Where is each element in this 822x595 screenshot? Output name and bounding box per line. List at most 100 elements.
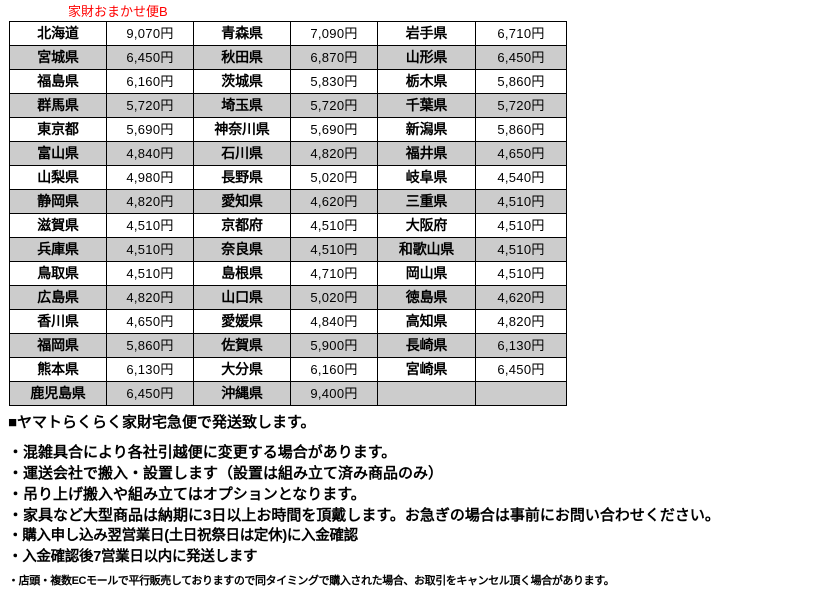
table-row: 鹿児島県 6,450円 沖縄県 9,400円 <box>9 381 567 406</box>
price-cell: 5,720円 <box>475 93 567 118</box>
note-line: ・購入申し込み翌営業日(土日祝祭日は定休)に入金確認 <box>8 528 358 544</box>
shipping-fee-table: 北海道 9,070円 青森県 7,090円 岩手県 6,710円 宮城県 6,450円 秋田県 6… <box>9 21 567 406</box>
price-cell: 4,710円 <box>290 261 378 286</box>
prefecture-cell: 三重県 <box>377 189 476 214</box>
prefecture-cell: 大分県 <box>193 357 291 382</box>
page-title: 家財おまかせ便B <box>68 4 168 19</box>
price-cell: 5,860円 <box>475 69 567 94</box>
prefecture-cell: 岡山県 <box>377 261 476 286</box>
note-line: ・家具など大型商品は納期に3日以上お時間を頂戴します。お急ぎの場合は事前にお問い… <box>8 507 720 524</box>
price-cell: 4,650円 <box>106 309 194 334</box>
prefecture-cell: 石川県 <box>193 141 291 166</box>
price-cell: 5,020円 <box>290 285 378 310</box>
notes-heading: ■ヤマトらくらく家財宅急便で発送致します。 <box>8 414 316 431</box>
prefecture-cell: 奈良県 <box>193 237 291 262</box>
prefecture-cell: 静岡県 <box>9 189 107 214</box>
prefecture-cell: 東京都 <box>9 117 107 142</box>
prefecture-cell: 長野県 <box>193 165 291 190</box>
prefecture-cell: 秋田県 <box>193 45 291 70</box>
price-cell: 6,160円 <box>290 357 378 382</box>
price-cell: 6,450円 <box>475 357 567 382</box>
prefecture-cell: 福島県 <box>9 69 107 94</box>
prefecture-cell: 富山県 <box>9 141 107 166</box>
price-cell: 6,450円 <box>106 381 194 406</box>
prefecture-cell: 佐賀県 <box>193 333 291 358</box>
note-line: ・入金確認後7営業日以内に発送します <box>8 549 258 565</box>
prefecture-cell: 青森県 <box>193 21 291 46</box>
note-line: ・運送会社で搬入・設置します（設置は組み立て済み商品のみ） <box>8 465 444 482</box>
prefecture-cell: 宮崎県 <box>377 357 476 382</box>
price-cell: 4,510円 <box>475 261 567 286</box>
price-cell: 7,090円 <box>290 21 378 46</box>
price-cell: 4,840円 <box>106 141 194 166</box>
prefecture-cell: 北海道 <box>9 21 107 46</box>
price-cell: 4,840円 <box>290 309 378 334</box>
prefecture-cell: 広島県 <box>9 285 107 310</box>
prefecture-cell: 新潟県 <box>377 117 476 142</box>
price-cell: 4,820円 <box>106 285 194 310</box>
price-cell: 4,510円 <box>106 237 194 262</box>
price-cell: 4,510円 <box>290 237 378 262</box>
prefecture-cell: 千葉県 <box>377 93 476 118</box>
price-cell: 4,820円 <box>106 189 194 214</box>
price-cell: 4,540円 <box>475 165 567 190</box>
prefecture-cell: 山形県 <box>377 45 476 70</box>
prefecture-cell: 沖縄県 <box>193 381 291 406</box>
table-row: 広島県 4,820円 山口県 5,020円 徳島県 4,620円 <box>9 285 567 310</box>
table-row: 香川県 4,650円 愛媛県 4,840円 高知県 4,820円 <box>9 309 567 334</box>
price-cell: 6,450円 <box>475 45 567 70</box>
price-cell: 4,650円 <box>475 141 567 166</box>
notes-section: ■ヤマトらくらく家財宅急便で発送致します。 ・混雑具合により各社引越便に変更する… <box>8 412 814 590</box>
prefecture-cell: 兵庫県 <box>9 237 107 262</box>
prefecture-cell: 埼玉県 <box>193 93 291 118</box>
price-cell: 5,860円 <box>106 333 194 358</box>
price-cell: 4,820円 <box>290 141 378 166</box>
price-cell: 5,830円 <box>290 69 378 94</box>
price-cell: 4,980円 <box>106 165 194 190</box>
prefecture-cell: 徳島県 <box>377 285 476 310</box>
price-cell: 5,720円 <box>290 93 378 118</box>
prefecture-cell: 山梨県 <box>9 165 107 190</box>
price-cell: 5,020円 <box>290 165 378 190</box>
prefecture-cell: 島根県 <box>193 261 291 286</box>
prefecture-cell: 福岡県 <box>9 333 107 358</box>
prefecture-cell: 神奈川県 <box>193 117 291 142</box>
price-cell: 4,510円 <box>475 213 567 238</box>
table-row: 山梨県 4,980円 長野県 5,020円 岐阜県 4,540円 <box>9 165 567 190</box>
prefecture-cell: 岐阜県 <box>377 165 476 190</box>
table-row: 兵庫県 4,510円 奈良県 4,510円 和歌山県 4,510円 <box>9 237 567 262</box>
table-row: 鳥取県 4,510円 島根県 4,710円 岡山県 4,510円 <box>9 261 567 286</box>
prefecture-cell: 鳥取県 <box>9 261 107 286</box>
prefecture-cell: 高知県 <box>377 309 476 334</box>
table-row: 福島県 6,160円 茨城県 5,830円 栃木県 5,860円 <box>9 69 567 94</box>
prefecture-cell: 鹿児島県 <box>9 381 107 406</box>
price-cell: 5,690円 <box>290 117 378 142</box>
price-cell: 4,510円 <box>106 261 194 286</box>
price-cell: 4,510円 <box>475 189 567 214</box>
prefecture-cell <box>377 381 476 406</box>
table-row: 宮城県 6,450円 秋田県 6,870円 山形県 6,450円 <box>9 45 567 70</box>
prefecture-cell: 群馬県 <box>9 93 107 118</box>
table-body: 北海道 9,070円 青森県 7,090円 岩手県 6,710円 宮城県 6,450円 秋田県 6… <box>9 21 567 406</box>
price-cell: 9,070円 <box>106 21 194 46</box>
table-row: 福岡県 5,860円 佐賀県 5,900円 長崎県 6,130円 <box>9 333 567 358</box>
table-row: 北海道 9,070円 青森県 7,090円 岩手県 6,710円 <box>9 21 567 46</box>
prefecture-cell: 大阪府 <box>377 213 476 238</box>
table-row: 熊本県 6,130円 大分県 6,160円 宮崎県 6,450円 <box>9 357 567 382</box>
price-cell: 4,620円 <box>475 285 567 310</box>
price-cell: 4,620円 <box>290 189 378 214</box>
prefecture-cell: 福井県 <box>377 141 476 166</box>
prefecture-cell: 栃木県 <box>377 69 476 94</box>
prefecture-cell: 長崎県 <box>377 333 476 358</box>
price-cell: 9,400円 <box>290 381 378 406</box>
prefecture-cell: 宮城県 <box>9 45 107 70</box>
price-cell: 4,510円 <box>290 213 378 238</box>
price-cell: 4,510円 <box>475 237 567 262</box>
price-cell: 4,820円 <box>475 309 567 334</box>
price-cell: 4,510円 <box>106 213 194 238</box>
prefecture-cell: 和歌山県 <box>377 237 476 262</box>
notes-fine-print: ・店頭・複数ECモールで平行販売しておりますので同タイミングで購入された場合、お… <box>8 575 615 587</box>
prefecture-cell: 愛媛県 <box>193 309 291 334</box>
table-row: 群馬県 5,720円 埼玉県 5,720円 千葉県 5,720円 <box>9 93 567 118</box>
price-cell: 5,690円 <box>106 117 194 142</box>
